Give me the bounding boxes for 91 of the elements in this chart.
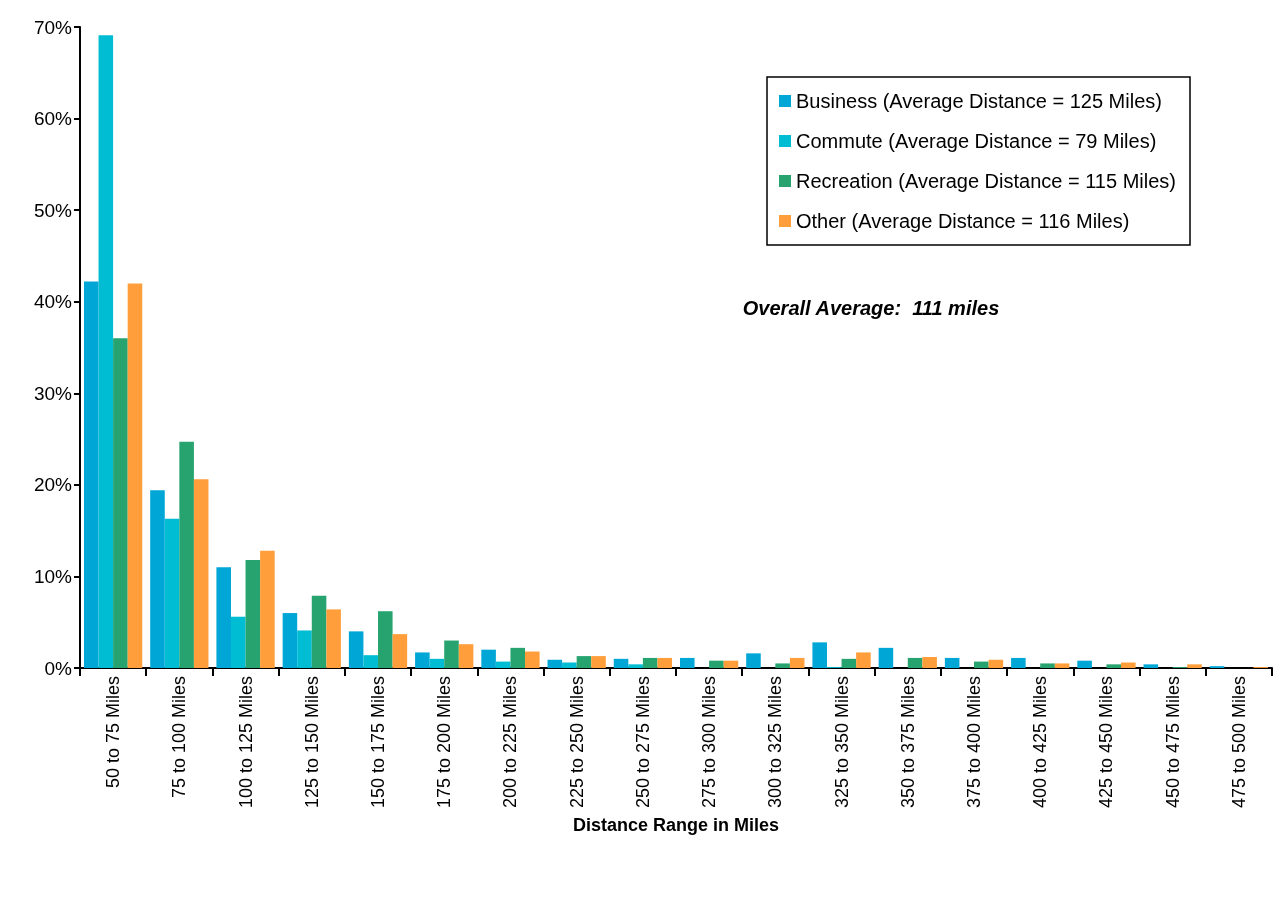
bar bbox=[150, 490, 165, 668]
bar bbox=[179, 441, 194, 668]
bar bbox=[1011, 657, 1026, 668]
x-tick-label: 450 to 475 Miles bbox=[1162, 676, 1183, 809]
bar bbox=[723, 660, 739, 668]
bar bbox=[988, 659, 1004, 668]
bar bbox=[98, 35, 114, 668]
bar bbox=[392, 634, 408, 668]
bar bbox=[1077, 660, 1092, 668]
x-tick-label: 300 to 325 Miles bbox=[765, 676, 786, 809]
x-axis-title: Distance Range in Miles bbox=[572, 814, 780, 835]
x-tick-label: 275 to 300 Miles bbox=[699, 676, 720, 809]
bar bbox=[282, 613, 298, 668]
y-tick-label: 0% bbox=[44, 657, 73, 679]
y-tick-label: 40% bbox=[33, 291, 73, 313]
bar bbox=[841, 658, 857, 668]
x-tick-label: 350 to 375 Miles bbox=[897, 676, 918, 809]
x-tick-label: 175 to 200 Miles bbox=[434, 676, 455, 809]
bar bbox=[922, 657, 937, 668]
x-tick-label: 475 to 500 Miles bbox=[1228, 676, 1249, 809]
bar bbox=[746, 653, 761, 668]
bar bbox=[613, 658, 629, 668]
x-tick-label: 400 to 425 Miles bbox=[1030, 676, 1051, 809]
bar bbox=[127, 283, 143, 668]
x-tick-label: 100 to 125 Miles bbox=[235, 676, 256, 809]
bar bbox=[525, 651, 540, 668]
bar bbox=[547, 659, 563, 668]
bar bbox=[216, 567, 231, 668]
bar bbox=[591, 656, 606, 668]
bar bbox=[1187, 664, 1202, 668]
bar bbox=[1040, 663, 1055, 668]
bar bbox=[444, 640, 459, 668]
bar bbox=[311, 595, 327, 668]
legend-label: Commute (Average Distance = 79 Miles) bbox=[796, 130, 1157, 152]
bar bbox=[297, 630, 312, 668]
legend-label: Recreation (Average Distance = 115 Miles) bbox=[796, 170, 1176, 192]
x-tick-label: 425 to 450 Miles bbox=[1096, 676, 1117, 809]
bar bbox=[193, 479, 209, 668]
bar bbox=[974, 661, 989, 668]
y-tick-label: 70% bbox=[33, 16, 73, 38]
bar bbox=[113, 338, 128, 668]
x-tick-label: 375 to 400 Miles bbox=[964, 676, 984, 809]
bar bbox=[812, 642, 827, 668]
bar bbox=[576, 656, 592, 668]
bar bbox=[657, 657, 673, 668]
bar bbox=[775, 663, 790, 668]
x-tick-label: 125 to 150 Miles bbox=[301, 676, 322, 809]
y-tick-label: 50% bbox=[33, 199, 73, 221]
annotation: Overall Average: 111 miles bbox=[742, 297, 1000, 319]
bar bbox=[789, 657, 805, 668]
bar bbox=[510, 647, 526, 668]
bar bbox=[415, 652, 430, 668]
bar bbox=[1143, 664, 1159, 668]
legend-label: Other (Average Distance = 116 Miles) bbox=[796, 210, 1130, 232]
y-tick-label: 20% bbox=[33, 474, 73, 496]
bar bbox=[562, 662, 577, 668]
bar bbox=[1054, 663, 1070, 668]
bar bbox=[679, 657, 695, 668]
bar bbox=[429, 658, 445, 668]
bar bbox=[348, 631, 364, 668]
bar bbox=[230, 616, 246, 668]
bar bbox=[164, 518, 180, 668]
legend-label: Business (Average Distance = 125 Miles) bbox=[796, 90, 1162, 112]
bar bbox=[709, 660, 724, 668]
bar bbox=[260, 550, 275, 668]
bar bbox=[878, 647, 894, 668]
bar bbox=[1121, 662, 1136, 668]
y-tick-label: 30% bbox=[33, 382, 73, 404]
bar bbox=[907, 657, 923, 668]
x-tick-label: 50 to 75 Miles bbox=[103, 676, 124, 789]
bar bbox=[1106, 664, 1122, 668]
bar bbox=[481, 649, 496, 668]
bar bbox=[363, 655, 378, 668]
bar bbox=[245, 559, 261, 668]
bar bbox=[944, 657, 960, 668]
y-tick-label: 10% bbox=[33, 565, 73, 587]
bar bbox=[628, 664, 643, 668]
x-tick-label: 325 to 350 Miles bbox=[831, 676, 852, 809]
x-tick-label: 225 to 250 Miles bbox=[566, 676, 587, 809]
bar bbox=[83, 281, 99, 668]
x-tick-label: 250 to 275 Miles bbox=[632, 676, 653, 809]
bar bbox=[642, 657, 658, 668]
bar bbox=[378, 611, 393, 668]
bar bbox=[458, 644, 474, 668]
x-tick-label: 200 to 225 Miles bbox=[500, 676, 521, 809]
bar bbox=[495, 661, 511, 668]
bar bbox=[856, 652, 871, 668]
y-tick-label: 60% bbox=[33, 108, 73, 130]
bar bbox=[326, 609, 341, 668]
x-tick-label: 150 to 175 Miles bbox=[368, 676, 388, 809]
x-tick-label: 75 to 100 Miles bbox=[169, 676, 190, 799]
